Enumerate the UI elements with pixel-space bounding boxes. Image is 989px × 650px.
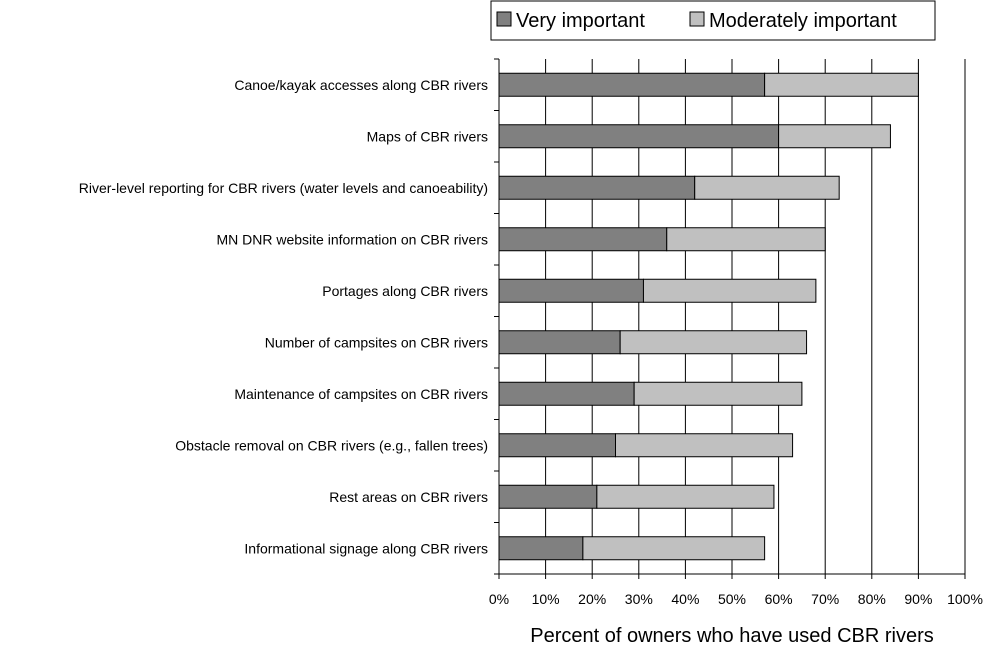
category-label: Maintenance of campsites on CBR rivers	[234, 386, 488, 402]
x-tick-label: 40%	[671, 591, 699, 607]
x-tick-labels: 0% 10% 20% 30% 40% 50% 60% 70% 80% 90% 100%	[489, 591, 983, 607]
bar-moderately-important-informational-signage-along-cbr-rivers	[582, 536, 766, 561]
x-tick-label: 10%	[532, 591, 560, 607]
legend-swatch-very-important	[496, 11, 512, 27]
bar-moderately-important-maps-of-cbr-rivers	[778, 124, 891, 149]
bar-very-important-maintenance-of-campsites-on-cbr-rivers	[498, 381, 635, 406]
x-tick-label: 90%	[904, 591, 932, 607]
bar-moderately-important-obstacle-removal-on-cbr-rivers-e-g-fallen-trees	[615, 433, 794, 458]
category-label: Number of campsites on CBR rivers	[265, 334, 488, 350]
legend-label-very-important: Very important	[516, 10, 645, 32]
bar-very-important-rest-areas-on-cbr-rivers	[498, 484, 598, 509]
x-tick-label: 70%	[811, 591, 839, 607]
x-tick-label: 30%	[625, 591, 653, 607]
bar-moderately-important-mn-dnr-website-information-on-cbr-rivers	[666, 227, 826, 252]
bar-moderately-important-number-of-campsites-on-cbr-rivers	[619, 330, 808, 355]
bar-very-important-number-of-campsites-on-cbr-rivers	[498, 330, 621, 355]
category-label: Canoe/kayak accesses along CBR rivers	[234, 77, 488, 93]
legend-box	[490, 0, 936, 41]
bars	[498, 72, 919, 561]
category-label: Obstacle removal on CBR rivers (e.g., fa…	[175, 437, 488, 453]
category-label: River-level reporting for CBR rivers (wa…	[79, 180, 488, 196]
bar-very-important-informational-signage-along-cbr-rivers	[498, 536, 584, 561]
x-tick-label: 60%	[765, 591, 793, 607]
x-tick-label: 0%	[489, 591, 509, 607]
bar-moderately-important-maintenance-of-campsites-on-cbr-rivers	[633, 381, 803, 406]
category-label: MN DNR website information on CBR rivers	[216, 231, 488, 247]
x-tick-label: 20%	[578, 591, 606, 607]
legend: Very important Moderately important	[490, 0, 936, 41]
bar-very-important-mn-dnr-website-information-on-cbr-rivers	[498, 227, 668, 252]
legend-label-moderately-important: Moderately important	[709, 10, 897, 32]
category-labels: Canoe/kayak accesses along CBR rivers Map…	[79, 77, 488, 557]
category-label: Maps of CBR rivers	[367, 128, 488, 144]
x-tick-label: 80%	[858, 591, 886, 607]
bar-very-important-portages-along-cbr-rivers	[498, 278, 644, 303]
x-tick-label: 100%	[947, 591, 983, 607]
legend-swatch-moderately-important	[689, 11, 705, 27]
bar-moderately-important-portages-along-cbr-rivers	[642, 278, 817, 303]
category-label: Informational signage along CBR rivers	[244, 540, 488, 556]
bar-moderately-important-canoe-kayak-accesses-along-cbr-rivers	[764, 72, 919, 97]
x-tick-label: 50%	[718, 591, 746, 607]
category-label: Portages along CBR rivers	[322, 283, 488, 299]
bar-very-important-river-level-reporting-for-cbr-rivers-water-levels-and-canoeability	[498, 175, 696, 200]
bar-very-important-obstacle-removal-on-cbr-rivers-e-g-fallen-trees	[498, 433, 616, 458]
x-axis-title: Percent of owners who have used CBR rive…	[530, 625, 934, 647]
bar-very-important-maps-of-cbr-rivers	[498, 124, 780, 149]
axes	[494, 58, 966, 579]
bar-moderately-important-river-level-reporting-for-cbr-rivers-water-levels-and-canoeability	[694, 175, 840, 200]
bar-moderately-important-rest-areas-on-cbr-rivers	[596, 484, 775, 509]
bar-very-important-canoe-kayak-accesses-along-cbr-rivers	[498, 72, 766, 97]
category-label: Rest areas on CBR rivers	[329, 489, 488, 505]
